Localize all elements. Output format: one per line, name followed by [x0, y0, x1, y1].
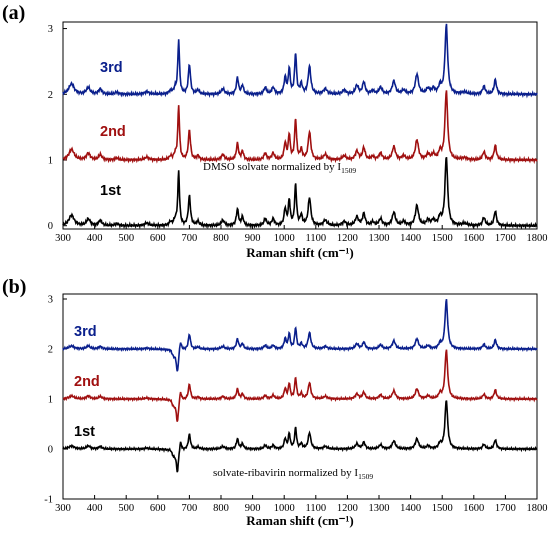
panel-a-y-tick-label: 2	[48, 90, 53, 101]
panel-a-x-tick-label: 300	[55, 233, 71, 244]
panel-b-x-tick-label: 400	[87, 503, 103, 514]
panel-b-spectra	[62, 299, 538, 473]
panel-b-x-tick-label: 1100	[305, 503, 326, 514]
panel-a-spectra	[62, 23, 538, 230]
panel-b-x-tick-label: 800	[213, 503, 229, 514]
panel-b-label-1st: 1st	[74, 424, 95, 440]
panel-b-x-tick-label: 1800	[527, 503, 548, 514]
panel-b-x-tick-label: 1000	[274, 503, 295, 514]
panel-b-x-tick-label: 500	[118, 503, 134, 514]
panel-a-x-tick-label: 400	[87, 233, 103, 244]
panel-a-annotation: DMSO solvate normalized by I1509	[203, 161, 356, 175]
panel-a-x-tick-label: 1700	[495, 233, 516, 244]
panel-b-y-tick-label: 3	[48, 295, 53, 306]
panel-a-x-tick-label: 800	[213, 233, 229, 244]
panel-b-letter: (b)	[2, 276, 26, 298]
panel-a-x-tick-label: 900	[245, 233, 261, 244]
panel-b-annotation: solvate-ribavirin normalized by I1509	[213, 467, 373, 481]
panel-a-x-tick-label: 1500	[432, 233, 453, 244]
panel-a-frame	[62, 21, 538, 230]
panel-b-x-axis-title: Raman shift (cm⁻¹)	[246, 513, 354, 528]
panel-b-x-tick-label: 900	[245, 503, 261, 514]
panel-a-y-tick-label: 3	[48, 24, 53, 35]
panel-a-x-tick-label: 1300	[369, 233, 390, 244]
panel-b-y-tick-label: 2	[48, 345, 53, 356]
panel-b-spectrum-3rd	[62, 299, 538, 372]
panel-b-x-tick-label: 300	[55, 503, 71, 514]
panel-b-x-tick-label: 1300	[369, 503, 390, 514]
panel-a-label-2nd: 2nd	[100, 124, 126, 140]
panel-b-x-tick-label: 700	[182, 503, 198, 514]
panel-b-x-tick-label: 1500	[432, 503, 453, 514]
panel-a-spectrum-2nd	[62, 90, 538, 165]
panel-a-spectrum-3rd	[62, 23, 538, 99]
panel-a-x-tick-label: 600	[150, 233, 166, 244]
panel-b-x-tick-label: 1600	[463, 503, 484, 514]
panel-b-y-tick-label: -1	[44, 495, 53, 506]
panel-a-x-tick-label: 1400	[400, 233, 421, 244]
panel-a-x-axis-title: Raman shift (cm⁻¹)	[246, 245, 354, 260]
panel-b-x-tick-label: 600	[150, 503, 166, 514]
panel-b-spectrum-1st	[62, 400, 538, 473]
panel-a-ticks: 300 400 500 600 700 800 900 1000 1100 1200 1300 140…	[48, 24, 548, 244]
panel-b-label-2nd: 2nd	[74, 374, 100, 390]
panel-a-y-tick-label: 1	[48, 156, 53, 167]
panel-a-spectrum-1st	[62, 156, 538, 230]
panel-b-label-3rd: 3rd	[74, 324, 97, 340]
panel-a-letter: (a)	[2, 2, 25, 24]
panel-a-label-1st: 1st	[100, 183, 121, 199]
panel-b-x-tick-label: 1700	[495, 503, 516, 514]
panel-b-x-tick-label: 1200	[337, 503, 358, 514]
panel-a-x-tick-label: 500	[118, 233, 134, 244]
panel-a-x-tick-label: 1000	[274, 233, 295, 244]
panel-b-y-tick-label: 0	[48, 445, 53, 456]
panel-b-ticks: 300 400 500 600 700 800 900 1000 1100 1200 1300 140…	[44, 295, 547, 515]
panel-a-y-tick-label: 0	[48, 221, 53, 232]
panel-b: (b) 300 400 500 600 700 800 900 1000 1100 1200 130…	[2, 276, 548, 528]
panel-a-x-tick-label: 1200	[337, 233, 358, 244]
panel-b-x-tick-label: 1400	[400, 503, 421, 514]
panel-b-spectrum-2nd	[62, 349, 538, 422]
panel-a-x-tick-label: 700	[182, 233, 198, 244]
panel-a-x-tick-label: 1800	[527, 233, 548, 244]
panel-b-y-tick-label: 1	[48, 395, 53, 406]
panel-a: (a) 300 400 500 600 700 800 900 1000 1100 1200 130…	[2, 2, 548, 260]
panel-a-label-3rd: 3rd	[100, 60, 123, 76]
panel-b-frame	[62, 293, 538, 500]
panel-a-x-tick-label: 1100	[305, 233, 326, 244]
panel-a-x-tick-label: 1600	[463, 233, 484, 244]
